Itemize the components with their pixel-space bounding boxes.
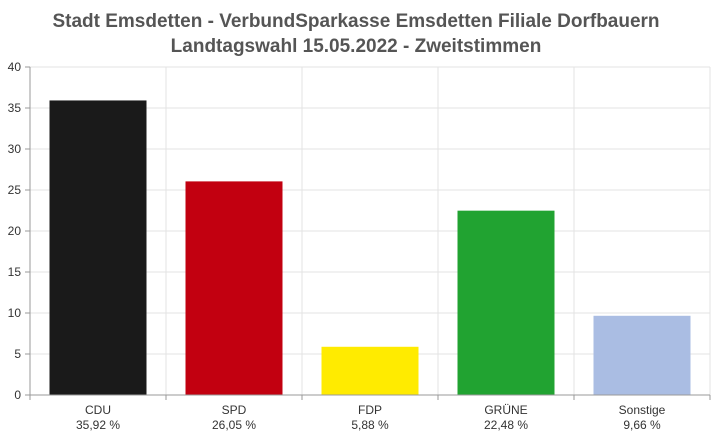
x-tick-label: GRÜNE [484, 403, 527, 417]
value-label: 5,88 % [351, 418, 389, 432]
x-tick-label: SPD [222, 403, 247, 417]
bar-sonstige [593, 315, 691, 395]
y-tick-label: 40 [8, 60, 22, 74]
y-tick-label: 0 [14, 388, 21, 402]
y-tick-label: 35 [8, 101, 22, 115]
axes [25, 66, 711, 400]
y-tick-label: 5 [14, 347, 21, 361]
x-tick-label: Sonstige [619, 403, 666, 417]
y-tick-label: 15 [8, 265, 22, 279]
value-label: 35,92 % [76, 418, 120, 432]
y-tick-label: 20 [8, 224, 22, 238]
y-tick-label: 10 [8, 306, 22, 320]
bar-gr-ne [457, 210, 555, 395]
bar-fdp [321, 346, 419, 395]
bar-spd [185, 181, 283, 395]
chart-title: Stadt Emsdetten - VerbundSparkasse Emsde… [52, 11, 659, 32]
x-tick-label: FDP [358, 403, 382, 417]
y-tick-label: 30 [8, 142, 22, 156]
value-label: 22,48 % [484, 418, 528, 432]
x-tick-label: CDU [85, 403, 111, 417]
y-tick-label: 25 [8, 183, 22, 197]
value-label: 26,05 % [212, 418, 256, 432]
chart-subtitle: Landtagswahl 15.05.2022 - Zweitstimmen [171, 36, 542, 57]
bar-cdu [49, 100, 147, 396]
bars [49, 100, 691, 396]
value-label: 9,66 % [623, 418, 661, 432]
